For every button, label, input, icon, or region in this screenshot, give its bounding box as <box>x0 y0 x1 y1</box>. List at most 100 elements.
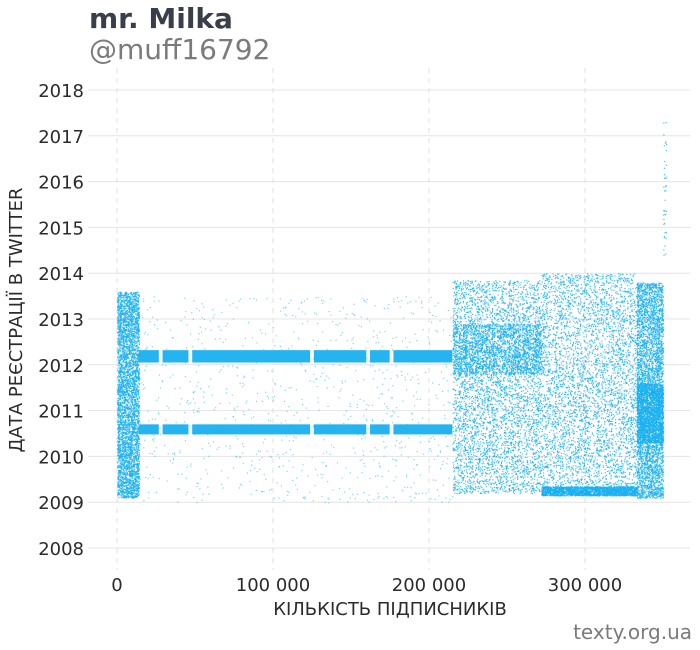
data-point <box>126 342 127 343</box>
data-point <box>381 436 382 437</box>
data-point <box>284 401 285 402</box>
data-point <box>118 466 119 467</box>
data-point <box>138 427 139 428</box>
data-point <box>401 375 402 376</box>
data-point <box>168 408 169 409</box>
data-point <box>435 480 436 481</box>
data-point <box>143 389 144 390</box>
data-point <box>414 459 415 460</box>
data-point <box>234 409 235 410</box>
data-point <box>126 362 127 363</box>
data-point <box>137 386 138 387</box>
data-point <box>136 448 137 449</box>
data-point <box>129 411 130 412</box>
data-point <box>123 322 124 323</box>
data-point <box>139 443 140 444</box>
data-point <box>129 394 130 395</box>
data-point <box>117 370 118 371</box>
data-point <box>405 337 406 338</box>
data-point <box>137 361 138 362</box>
data-point <box>428 337 429 338</box>
data-point <box>225 418 226 419</box>
data-point <box>123 440 124 441</box>
data-point <box>119 376 120 377</box>
data-point <box>118 465 119 466</box>
data-point <box>185 311 186 312</box>
data-point <box>189 425 190 426</box>
data-point <box>305 370 306 371</box>
data-point <box>256 490 257 491</box>
data-point <box>287 471 288 472</box>
data-point <box>132 416 133 417</box>
data-point <box>132 382 133 383</box>
data-point <box>350 472 351 473</box>
data-point <box>121 296 122 297</box>
data-point <box>121 357 122 358</box>
data-point <box>429 466 430 467</box>
data-point <box>240 298 241 299</box>
data-point <box>190 334 191 335</box>
data-point <box>125 349 126 350</box>
data-point <box>347 502 348 503</box>
data-point <box>267 371 268 372</box>
data-point <box>143 384 144 385</box>
data-point <box>153 435 154 436</box>
data-point <box>136 413 137 414</box>
data-point <box>127 302 128 303</box>
data-point <box>451 317 452 318</box>
data-point <box>128 420 129 421</box>
data-point <box>149 453 150 454</box>
data-point <box>123 438 124 439</box>
data-point <box>383 456 384 457</box>
data-point <box>256 299 257 300</box>
data-point <box>136 365 137 366</box>
data-point <box>139 314 140 315</box>
data-point <box>198 382 199 383</box>
data-point <box>418 379 419 380</box>
data-point <box>237 375 238 376</box>
data-point <box>123 395 124 396</box>
data-point <box>132 484 133 485</box>
data-point <box>339 397 340 398</box>
data-point <box>121 432 122 433</box>
data-point <box>205 328 206 329</box>
data-point <box>378 398 379 399</box>
data-point <box>431 322 432 323</box>
data-point <box>126 422 127 423</box>
data-point <box>417 464 418 465</box>
data-point <box>130 455 131 456</box>
data-point <box>122 320 123 321</box>
data-point <box>333 364 334 365</box>
data-point <box>136 476 137 477</box>
data-point <box>122 386 123 387</box>
data-point <box>136 296 137 297</box>
data-point <box>138 446 139 447</box>
data-point <box>242 443 243 444</box>
data-point <box>131 435 132 436</box>
data-point <box>289 440 290 441</box>
data-point <box>137 328 138 329</box>
data-point <box>119 424 120 425</box>
data-point <box>119 349 120 350</box>
data-point <box>122 347 123 348</box>
data-point <box>132 483 133 484</box>
data-point <box>127 391 128 392</box>
data-point <box>137 306 138 307</box>
data-point <box>253 298 254 299</box>
data-point <box>118 428 119 429</box>
data-point <box>124 319 125 320</box>
data-point <box>184 316 185 317</box>
data-point <box>429 441 430 442</box>
data-point <box>415 493 416 494</box>
data-point <box>133 360 134 361</box>
data-point <box>133 347 134 348</box>
data-point <box>117 348 118 349</box>
data-point <box>322 462 323 463</box>
data-point <box>423 454 424 455</box>
data-point <box>136 311 137 312</box>
data-point <box>120 359 121 360</box>
data-point <box>445 497 446 498</box>
data-point <box>128 296 129 297</box>
data-point <box>365 437 366 438</box>
data-point <box>122 330 123 331</box>
